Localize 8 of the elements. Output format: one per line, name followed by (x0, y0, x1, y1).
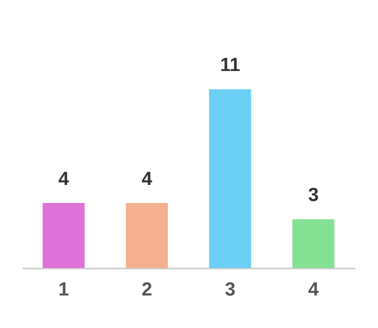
data-label: 4 (58, 168, 70, 190)
x-tick-label: 3 (224, 280, 236, 300)
data-label: 11 (220, 55, 241, 76)
x-tick-label: 1 (58, 280, 70, 300)
x-tick-label: 4 (308, 280, 320, 300)
data-label: 4 (142, 168, 153, 190)
x-tick-label: 2 (142, 280, 152, 300)
data-label: 3 (308, 185, 319, 206)
